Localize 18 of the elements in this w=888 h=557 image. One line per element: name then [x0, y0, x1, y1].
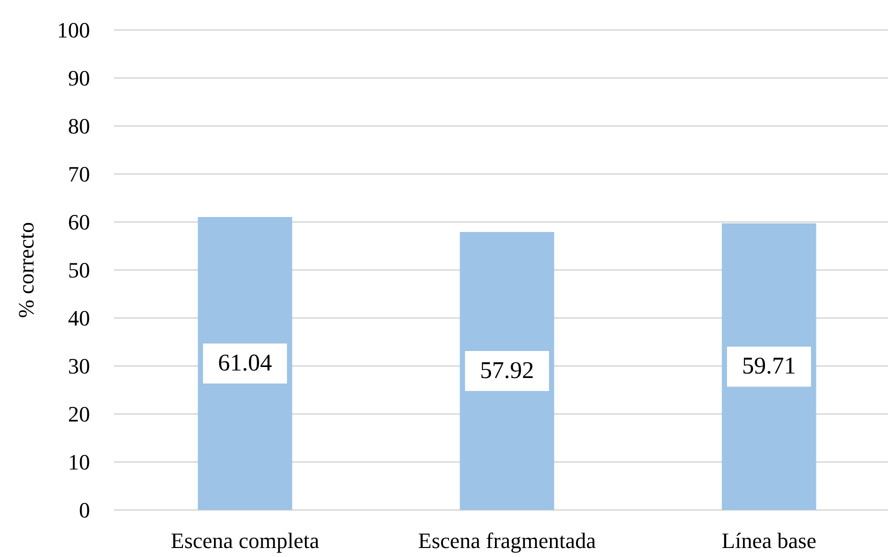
data-label: 59.71	[742, 354, 796, 380]
y-tick-label: 30	[68, 354, 90, 378]
y-tick-label: 10	[68, 450, 90, 474]
y-tick-label: 100	[57, 18, 90, 42]
x-tick-label: Escena completa	[170, 528, 320, 553]
y-tick-label: 60	[68, 210, 90, 234]
x-tick-label: Escena fragmentada	[418, 528, 596, 553]
y-tick-label: 50	[68, 258, 90, 282]
y-tick-label: 70	[68, 162, 90, 186]
y-axis-title: % correcto	[14, 222, 38, 318]
y-tick-label: 20	[68, 402, 90, 426]
data-label: 57.92	[480, 358, 534, 384]
y-tick-label: 0	[79, 498, 90, 522]
y-tick-label: 40	[68, 306, 90, 330]
x-tick-label: Línea base	[722, 528, 816, 553]
y-tick-label: 90	[68, 66, 90, 90]
data-label: 61.04	[218, 350, 272, 377]
y-tick-label: 80	[68, 114, 90, 138]
